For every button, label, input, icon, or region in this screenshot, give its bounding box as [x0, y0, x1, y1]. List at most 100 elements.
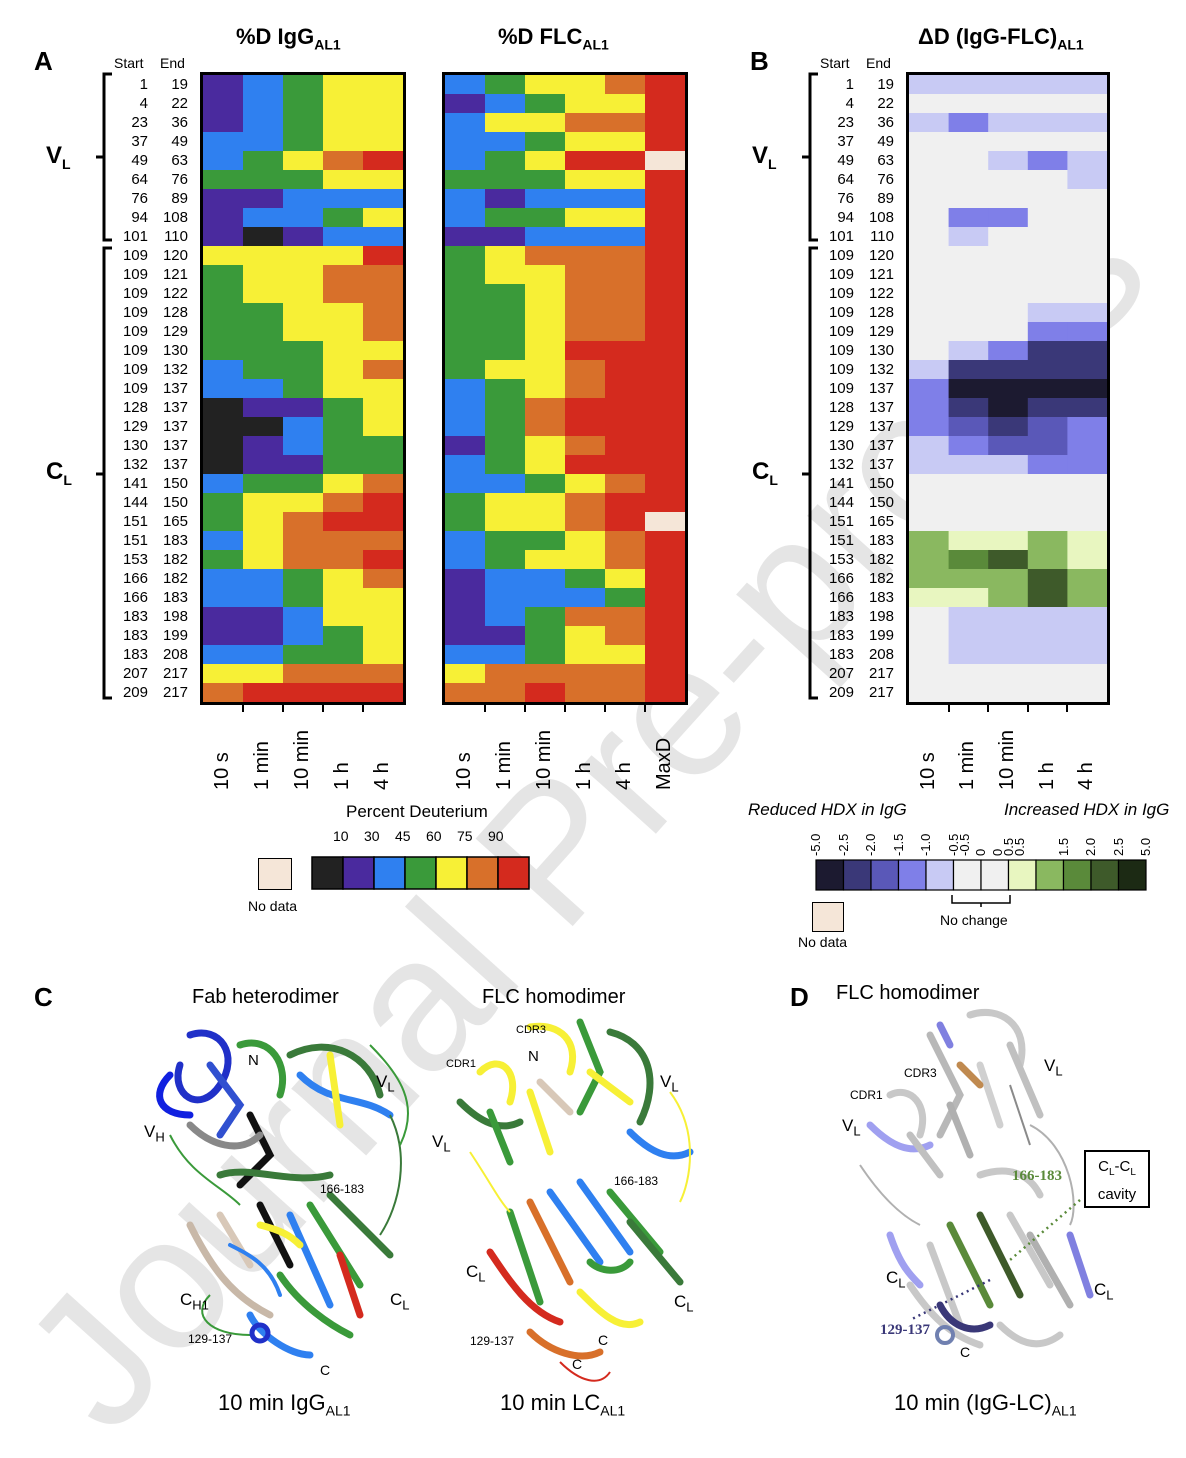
delta-cell	[948, 246, 989, 266]
flc-cell	[525, 113, 566, 133]
flc-cell	[485, 626, 526, 646]
region-vl-b: VL	[752, 142, 777, 172]
region-cl-b: CL	[752, 458, 778, 488]
igg-cell	[363, 398, 403, 418]
flc-cell	[445, 113, 486, 133]
igg-cell	[203, 151, 244, 171]
igg-cell	[363, 151, 403, 171]
igg-cell	[203, 664, 244, 684]
flc-cell	[525, 455, 566, 475]
legend-a-tick: 10	[333, 828, 349, 844]
heatmap-igg	[200, 72, 406, 705]
peptide-end: 183	[868, 588, 894, 606]
legend-b-tick: 2.5	[1110, 837, 1126, 856]
flc-cell	[605, 607, 646, 627]
peptide-end: 150	[162, 474, 188, 492]
peptide-end: 182	[868, 550, 894, 568]
delta-cell	[909, 569, 950, 589]
flc-caption-c: 10 min LCAL1	[500, 1390, 626, 1419]
flc-cell	[605, 645, 646, 665]
igg-tick-mark	[242, 702, 244, 712]
igg-cell	[203, 455, 244, 475]
flc-cell	[525, 94, 566, 114]
igg-cell	[243, 208, 284, 228]
flc-cell	[485, 683, 526, 702]
flc-cell	[605, 493, 646, 513]
igg-cell	[323, 113, 364, 133]
delta-cell	[948, 436, 989, 456]
flc-cell	[645, 607, 685, 627]
igg-cell	[363, 227, 403, 247]
legend-a-nodata-swatch	[258, 858, 292, 890]
flc-cell	[605, 94, 646, 114]
flc-cell	[645, 398, 685, 418]
peptide-end: 22	[171, 94, 188, 112]
delta-cell	[948, 645, 989, 665]
d-label-166-183: 166-183	[1012, 1168, 1062, 1184]
delta-cell	[948, 531, 989, 551]
peptide-end: 183	[162, 588, 188, 606]
delta-cell	[1027, 436, 1068, 456]
flc-cell	[565, 113, 606, 133]
delta-cell	[988, 132, 1029, 152]
igg-cell	[243, 303, 284, 323]
fab-structure-image	[156, 1029, 409, 1359]
flc-cell	[645, 683, 685, 702]
peptide-start: 151	[122, 531, 148, 549]
flc-cell	[605, 322, 646, 342]
peptide-start: 166	[122, 588, 148, 606]
igg-cell	[283, 626, 324, 646]
peptide-end: 198	[868, 607, 894, 625]
flc-cell	[525, 493, 566, 513]
delta-cell	[1067, 626, 1107, 646]
delta-cell	[909, 455, 950, 475]
legend-b-tick: 0.5	[1011, 837, 1027, 856]
delta-cell	[988, 322, 1029, 342]
peptide-start: 109	[828, 284, 854, 302]
delta-cell	[1027, 322, 1068, 342]
peptide-start: 166	[122, 569, 148, 587]
peptide-end: 137	[162, 398, 188, 416]
legend-a-bar	[311, 856, 530, 890]
flc-time-label: 1 h	[573, 762, 595, 790]
flc-cell	[445, 341, 486, 361]
flc-cell	[565, 189, 606, 209]
delta-cell	[909, 607, 950, 627]
delta-cell	[988, 417, 1029, 437]
igg-cell	[323, 379, 364, 399]
igg-cell	[363, 113, 403, 133]
igg-cell	[363, 265, 403, 285]
delta-cell	[1067, 151, 1107, 171]
flc-cell	[525, 474, 566, 494]
peptide-start: 209	[122, 683, 148, 701]
delta-cell	[948, 208, 989, 228]
d-label-c-term: C	[960, 1344, 971, 1360]
delta-cell	[948, 113, 989, 133]
flc-cell	[485, 151, 526, 171]
igg-cell	[323, 569, 364, 589]
flc-cell	[565, 360, 606, 380]
flc-cell	[485, 113, 526, 133]
flc-c-label-cdr1: CDR1	[446, 1058, 476, 1070]
igg-cell	[243, 645, 284, 665]
igg-cell	[283, 379, 324, 399]
legend-a-swatch	[466, 856, 499, 890]
igg-time-label: 4 h	[371, 762, 393, 790]
flc-c-label-c1: C	[598, 1332, 609, 1348]
flc-c-label-c2: C	[572, 1356, 583, 1372]
flc-cell	[485, 588, 526, 608]
delta-cell	[948, 379, 989, 399]
igg-cell	[283, 132, 324, 152]
igg-cell	[283, 265, 324, 285]
peptide-end: 183	[162, 531, 188, 549]
peptide-start: 64	[131, 170, 148, 188]
panel-label-b: B	[750, 46, 769, 76]
flc-cell	[485, 284, 526, 304]
legend-b-nochange-bracket	[951, 895, 1011, 907]
igg-cell	[363, 683, 403, 702]
peptide-end: 183	[868, 531, 894, 549]
igg-cell	[283, 170, 324, 190]
flc-cell	[445, 75, 486, 95]
heatmap-delta	[906, 72, 1110, 705]
peptide-end: 19	[877, 75, 894, 93]
